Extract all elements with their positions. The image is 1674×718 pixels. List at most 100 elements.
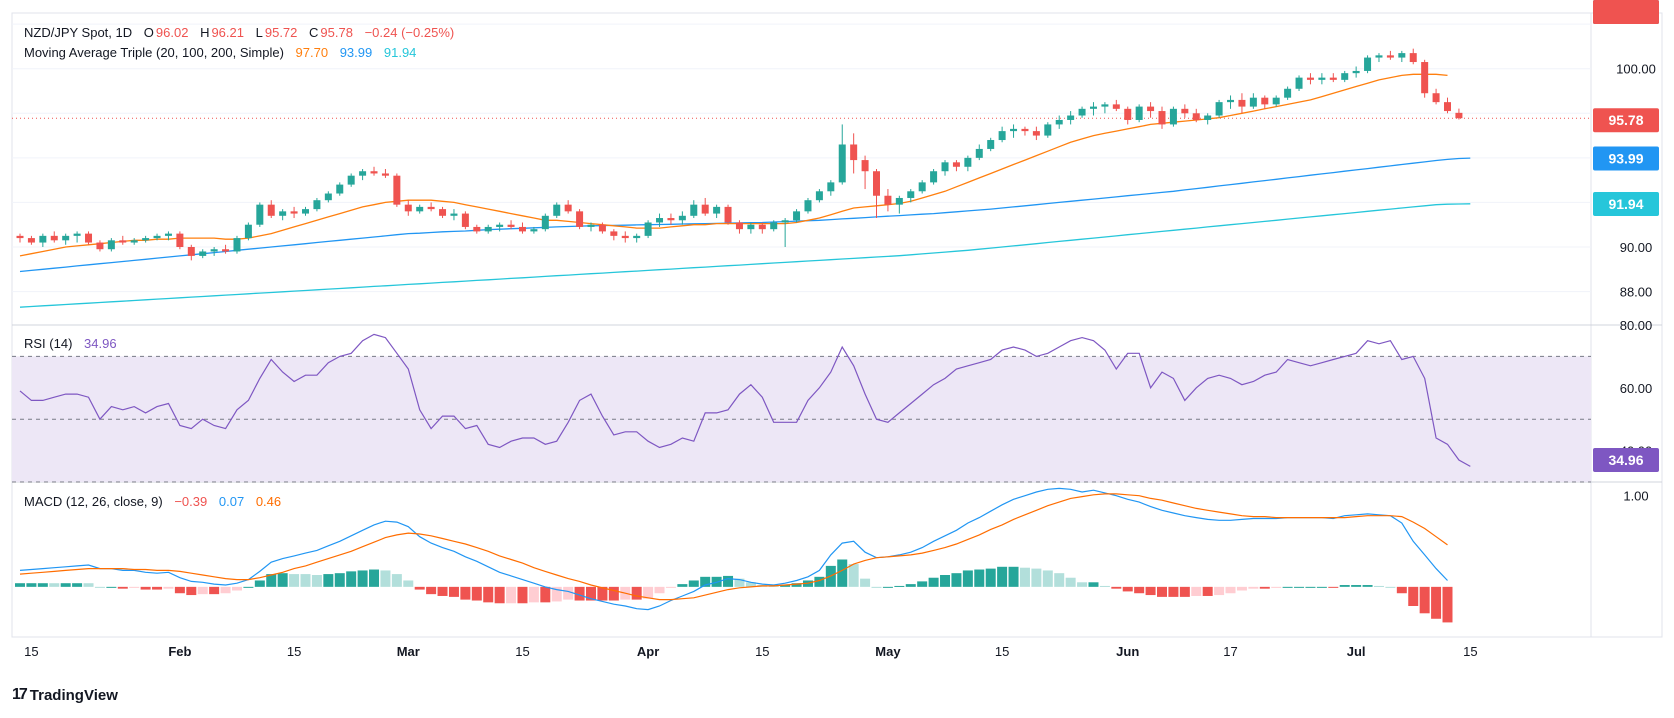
candle <box>998 126 1006 143</box>
macd-histogram-bar <box>928 577 939 587</box>
rsi-tick-label: 60.00 <box>1620 381 1653 396</box>
high-value: 96.21 <box>211 25 244 40</box>
macd-histogram-bar <box>1316 586 1327 588</box>
candle-body <box>861 160 869 172</box>
candle-body <box>496 224 504 227</box>
macd-histogram-bar <box>1396 586 1407 594</box>
candle-body <box>1158 111 1166 125</box>
candle <box>1215 99 1223 118</box>
candle-body <box>313 200 321 210</box>
rsi-legend: RSI (14) 34.96 <box>24 335 119 353</box>
macd-histogram-bar <box>905 584 916 587</box>
candle-body <box>541 215 549 230</box>
macd-histogram-bar <box>471 586 482 601</box>
candle-body <box>130 240 138 243</box>
macd-histogram-bar <box>1282 586 1293 588</box>
macd-histogram-bar <box>1077 582 1088 587</box>
x-axis-label: Jun <box>1116 644 1139 659</box>
candle-body <box>1227 99 1235 103</box>
macd-histogram-bar <box>1042 570 1053 587</box>
candle <box>587 222 595 232</box>
candle-body <box>1135 106 1143 120</box>
candle <box>1364 55 1372 74</box>
macd-histogram-bar <box>631 586 642 600</box>
macd-histogram-bar <box>586 586 596 601</box>
candle-body <box>930 171 938 183</box>
macd-histogram-bar <box>494 586 505 604</box>
low-value: 95.72 <box>264 25 298 40</box>
candle-body <box>724 206 732 223</box>
candle <box>1272 95 1280 107</box>
macd-histogram-bar <box>643 586 654 599</box>
macd-histogram-bar <box>551 586 562 602</box>
candle <box>541 213 549 232</box>
candle <box>1147 102 1155 118</box>
macd-histogram-bar <box>962 570 973 587</box>
candle-body <box>73 233 81 236</box>
candle-body <box>667 218 675 221</box>
tradingview-logo[interactable]: 17 TradingView <box>12 686 118 704</box>
open-value: 96.02 <box>155 25 189 40</box>
candle <box>119 235 127 245</box>
rsi-tick-label: 80.00 <box>1620 318 1653 333</box>
candle <box>96 240 104 252</box>
candle <box>895 195 903 214</box>
ma200-value: 91.94 <box>383 45 417 60</box>
candle <box>850 133 858 174</box>
candle <box>747 222 755 234</box>
candle-body <box>142 238 150 241</box>
candle <box>347 173 355 187</box>
candle <box>1284 86 1292 100</box>
macd-histogram-bar <box>300 574 311 587</box>
candle <box>1455 108 1463 120</box>
macd-label: MACD (12, 26, close, 9) <box>24 494 163 509</box>
macd-histogram-bar <box>654 586 665 594</box>
ma100-line <box>19 157 1471 273</box>
candle <box>370 166 378 176</box>
macd-histogram-bar <box>563 586 574 600</box>
candle-body <box>998 131 1006 141</box>
macd-histogram-bar <box>1385 586 1396 588</box>
candle-body <box>164 233 172 236</box>
rsi-line <box>19 333 1471 467</box>
macd-histogram-bar <box>1019 567 1030 587</box>
candle <box>279 209 287 221</box>
macd-histogram-bar <box>1236 586 1247 591</box>
candle-body <box>1032 131 1040 136</box>
change-value: −0.24 (−0.25%) <box>364 25 455 40</box>
candle <box>1044 122 1052 138</box>
candle <box>610 229 618 241</box>
candle <box>439 206 447 219</box>
candle <box>27 235 35 245</box>
open-label: O <box>143 25 154 40</box>
candle-body <box>1444 102 1451 112</box>
macd-histogram-bar <box>597 586 608 601</box>
candle <box>1032 126 1040 141</box>
x-axis-label: Jul <box>1347 644 1366 659</box>
macd-histogram-bar <box>414 586 425 590</box>
candle-body <box>1147 106 1155 112</box>
candle-body <box>199 251 207 256</box>
candle <box>975 144 983 161</box>
candle-body <box>1010 128 1018 132</box>
candle-body <box>576 211 584 227</box>
candle-body <box>518 226 526 232</box>
macd-histogram-bar <box>700 576 711 587</box>
candle-body <box>450 213 458 216</box>
candle-body <box>975 148 983 158</box>
macd-histogram-bar <box>243 586 254 588</box>
macd-histogram-bar <box>460 586 471 600</box>
candle <box>758 222 766 234</box>
macd-histogram-bar <box>814 576 825 587</box>
macd-histogram-bar <box>174 586 185 594</box>
candle-body <box>1124 108 1132 120</box>
candle <box>793 209 801 223</box>
candle <box>1409 48 1417 65</box>
candle <box>1238 93 1246 114</box>
rsi-price-label-bg <box>1593 448 1659 473</box>
candle <box>1444 97 1451 114</box>
macd-histogram-bar <box>334 573 345 587</box>
macd-histogram-bar <box>506 586 517 604</box>
macd-histogram-bar <box>1168 586 1179 597</box>
